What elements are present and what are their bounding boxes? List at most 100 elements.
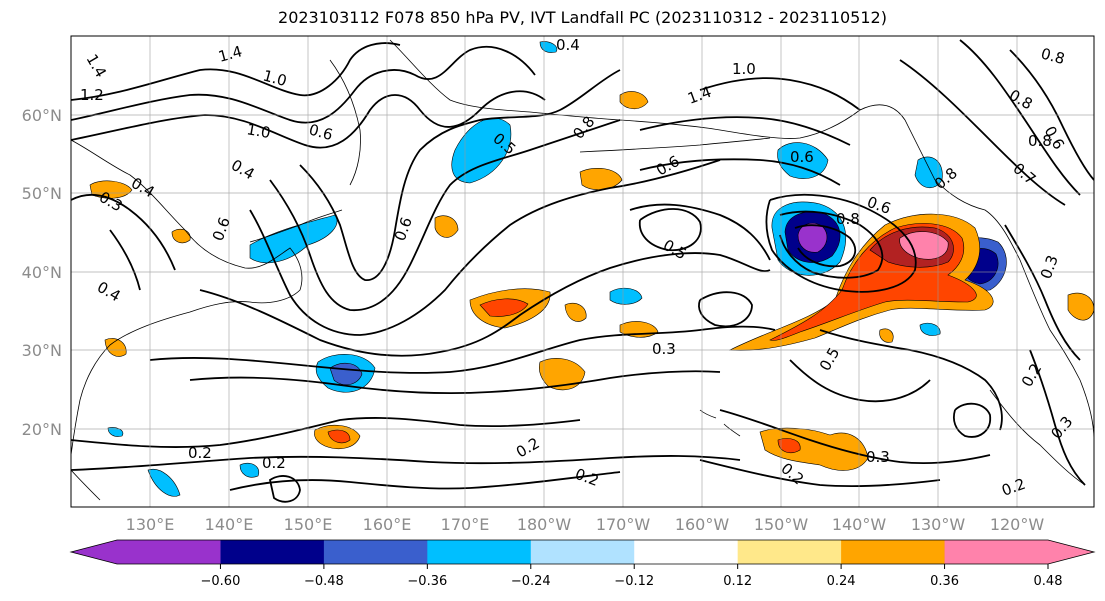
contour-east-2 bbox=[639, 158, 841, 186]
contour-loop-c bbox=[952, 402, 992, 438]
contour-east-4 bbox=[699, 77, 861, 111]
colorbar-segment bbox=[841, 540, 946, 564]
contour-trough-2 bbox=[269, 119, 621, 311]
contour-e-coast-2 bbox=[1029, 349, 1086, 486]
contour-label: 0.4 bbox=[556, 36, 580, 54]
colorbar-segment bbox=[634, 540, 739, 564]
contour-se-1 bbox=[819, 329, 1003, 431]
contour-label: 1.0 bbox=[732, 60, 756, 78]
colorbar-tick-label: −0.24 bbox=[511, 574, 551, 589]
colorbar-segment bbox=[220, 540, 325, 564]
contour-loop-b bbox=[698, 291, 753, 328]
colorbar-tick-label: −0.60 bbox=[201, 574, 241, 589]
contour-east-ring-2 bbox=[779, 210, 884, 279]
colorbar-segment bbox=[71, 540, 221, 564]
neg-anomaly-japan bbox=[249, 214, 338, 264]
pos-anomaly-small-b bbox=[579, 167, 623, 190]
contour-ne-3 bbox=[1009, 49, 1094, 181]
contour-west-1 bbox=[71, 193, 176, 271]
contour-n3 bbox=[71, 90, 546, 149]
contour-label: 0.8 bbox=[1039, 44, 1067, 68]
contour-deep-trough bbox=[299, 69, 621, 281]
pos-anomaly-midpac-1-core bbox=[479, 298, 529, 317]
neg-anomaly-small-6 bbox=[107, 427, 124, 437]
lon-label: 170°E bbox=[441, 515, 490, 534]
neg-anomaly-small-4 bbox=[919, 322, 941, 336]
contour-east-3 bbox=[639, 116, 851, 146]
colorbar-tick-label: 0.36 bbox=[930, 574, 959, 589]
colorbar-segment bbox=[427, 540, 532, 564]
contour-label: 0.8 bbox=[836, 210, 860, 228]
contour-ne-2 bbox=[959, 39, 1081, 196]
pos-anomaly-small-f bbox=[564, 302, 587, 322]
lon-label: 130°W bbox=[911, 515, 966, 534]
colorbar-segment bbox=[530, 540, 635, 564]
contour-e-coast bbox=[1004, 224, 1081, 361]
contour-label: 1.0 bbox=[261, 66, 289, 90]
neg-anomaly-small-1 bbox=[609, 287, 643, 305]
pos-anomaly-small-a bbox=[89, 180, 133, 199]
pos-anomaly-plume-max bbox=[899, 231, 949, 260]
coast-kamchatka bbox=[329, 59, 361, 186]
contour-label: 0.6 bbox=[790, 148, 814, 166]
contour-label: 1.0 bbox=[245, 120, 272, 142]
contour-label: 0.3 bbox=[866, 448, 890, 466]
contour-west-2 bbox=[109, 229, 141, 291]
contour-mid-2 bbox=[149, 325, 776, 374]
lon-label: 140°E bbox=[205, 515, 254, 534]
lat-label: 60°N bbox=[22, 106, 62, 125]
colorbar-tick-label: 0.24 bbox=[827, 574, 856, 589]
colorbar-segment bbox=[944, 540, 1094, 564]
contour-loop-a bbox=[638, 208, 702, 252]
colorbar-tick-label: 0.48 bbox=[1034, 574, 1063, 589]
neg-anomaly-aleutian-center bbox=[797, 223, 828, 253]
contour-n1 bbox=[71, 42, 401, 101]
colorbar-segment bbox=[737, 540, 842, 564]
colorbar-outline bbox=[69, 539, 1096, 565]
contour-label: 0.6 bbox=[307, 120, 335, 144]
pos-anomaly-midpac-3-core bbox=[327, 429, 351, 444]
map-title: 2023103112 F078 850 hPa PV, IVT Landfall… bbox=[278, 8, 887, 27]
lat-label: 40°N bbox=[22, 263, 62, 282]
contour-s3 bbox=[229, 471, 621, 491]
contour-se-4 bbox=[699, 459, 941, 488]
colorbar-tick-label: −0.48 bbox=[304, 574, 344, 589]
contour-n2 bbox=[71, 45, 536, 124]
lon-label: 180°W bbox=[517, 515, 572, 534]
pos-anomaly-small-i bbox=[171, 228, 191, 244]
lon-label: 140°W bbox=[832, 515, 887, 534]
lon-label: 170°W bbox=[596, 515, 651, 534]
contour-se-3 bbox=[719, 409, 991, 465]
neg-anomaly-small-2 bbox=[147, 468, 181, 497]
pos-anomaly-midpac-2 bbox=[538, 358, 586, 391]
pv-anomaly-fills bbox=[89, 41, 1094, 497]
pos-anomaly-small-c bbox=[619, 91, 649, 110]
pv-contours bbox=[71, 39, 1094, 503]
coast-alaska bbox=[389, 39, 936, 181]
longitude-labels: 130°E 140°E 150°E 160°E 170°E 180°W 170°… bbox=[126, 515, 1045, 534]
contour-ne-1 bbox=[899, 59, 1066, 206]
pos-anomaly-small-j bbox=[879, 328, 894, 343]
latitude-labels: 60°N 50°N 40°N 30°N 20°N bbox=[22, 106, 62, 439]
lon-label: 120°W bbox=[990, 515, 1045, 534]
contour-s2 bbox=[71, 455, 741, 471]
contour-label: 0.2 bbox=[262, 454, 286, 472]
contour-mid-3 bbox=[189, 370, 721, 395]
graticule bbox=[71, 36, 1094, 507]
contour-s1 bbox=[71, 417, 581, 448]
contour-trough-3 bbox=[249, 159, 721, 336]
colorbar: −0.60 −0.48 −0.36 −0.24 −0.12 0.12 0.24 0.36 0.4… bbox=[69, 539, 1096, 589]
lon-label: 150°W bbox=[754, 515, 809, 534]
contour-label: 0.3 bbox=[652, 340, 676, 358]
coast-north-america bbox=[934, 179, 1094, 441]
lat-label: 50°N bbox=[22, 184, 62, 203]
colorbar-segment bbox=[323, 540, 428, 564]
lon-label: 130°E bbox=[126, 515, 175, 534]
neg-anomaly-gulf-alaska bbox=[777, 142, 829, 179]
contour-east-1 bbox=[629, 203, 771, 261]
lat-label: 30°N bbox=[22, 341, 62, 360]
contour-label: 0.2 bbox=[188, 444, 212, 462]
map-frame bbox=[70, 35, 1095, 508]
contour-mid-1 bbox=[199, 252, 771, 357]
